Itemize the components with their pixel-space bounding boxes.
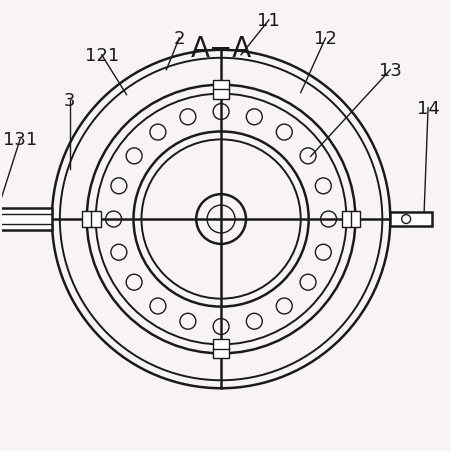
Bar (91, 212, 101, 227)
Bar (82, 212, 92, 227)
Bar (213, 349, 229, 359)
Bar (0, 209, 52, 230)
Text: 2: 2 (174, 30, 185, 48)
Bar (213, 340, 229, 350)
Text: 11: 11 (257, 12, 280, 30)
Bar (390, 212, 432, 226)
Text: 13: 13 (379, 62, 402, 79)
Bar (342, 212, 351, 227)
Bar (213, 81, 229, 91)
Text: 3: 3 (64, 92, 76, 109)
Text: A−A: A−A (190, 35, 252, 63)
Text: 12: 12 (314, 30, 337, 48)
Bar (351, 212, 360, 227)
Bar (213, 89, 229, 99)
Text: 121: 121 (85, 47, 119, 64)
Text: 14: 14 (417, 99, 440, 117)
Text: 131: 131 (3, 131, 37, 149)
